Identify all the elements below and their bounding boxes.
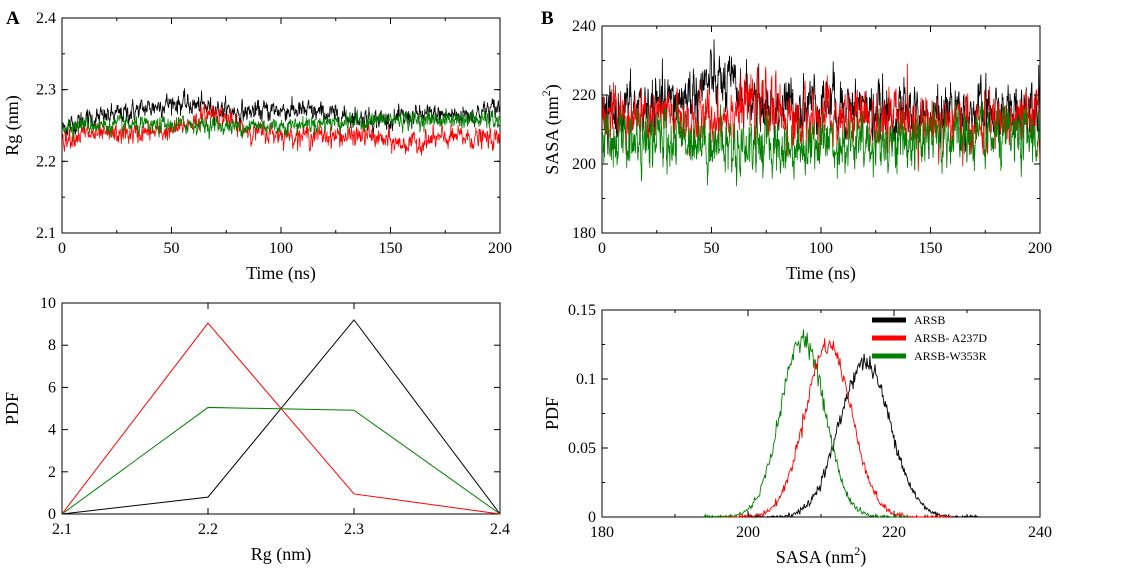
x-tick-label: 150: [379, 240, 403, 257]
x-axis-label: Rg (nm): [251, 544, 312, 565]
series-line-arsb-w353r: [62, 108, 500, 141]
y-axis-label-main: SASA (nm: [542, 96, 563, 175]
series-line-arsb: [62, 88, 500, 137]
x-tick-label: 100: [809, 240, 833, 257]
sasa-time-plot: 0 50 100 150 200 180 200 220 240 Time (ns) SASA (n…: [539, 18, 1052, 284]
x-tick-label: 200: [488, 240, 512, 257]
panel-label-a: A: [6, 8, 20, 29]
x-axis-label: SASA (nm2): [776, 544, 867, 568]
x-axis-label-end: ): [860, 547, 866, 568]
x-tick-label: 150: [919, 240, 943, 257]
x-axis-label-main: SASA (nm: [776, 547, 855, 568]
y-tick-label: 180: [572, 225, 596, 242]
pdf-line-arsb-w353r: [61, 406, 501, 515]
pdf-line-arsb-a237d: [61, 322, 501, 515]
y-tick-label: 2.3: [36, 82, 56, 99]
series-line-arsb-w353r: [602, 100, 1040, 187]
y-axis-label: SASA (nm2): [539, 84, 563, 175]
x-tick-label: 0: [598, 240, 606, 257]
x-axis-label-sup: 2: [854, 544, 860, 558]
y-axis-label: PDF: [542, 397, 562, 430]
x-tick-label: 2.2: [198, 521, 218, 538]
x-tick-label: 100: [269, 240, 293, 257]
y-axis-label-end: ): [542, 84, 563, 90]
rg-time-plot: 0 50 100 150 200 2.1 2.2 2.3 2.4 Time (ns) Rg (nm): [2, 10, 512, 284]
y-tick-label: 2.4: [36, 10, 56, 27]
y-tick-label: 0.1: [576, 371, 596, 388]
pdf-line-arsb: [61, 319, 501, 515]
y-tick-label: 4: [48, 422, 56, 439]
y-tick-label: 2.2: [36, 153, 56, 170]
y-axis-label: Rg (nm): [2, 95, 23, 156]
sasa-pdf-plot: 180 200 220 240 0 0.05 0.1 0.15 SASA (nm2) PDF ARS…: [542, 302, 1052, 568]
x-tick-label: 2.3: [344, 521, 364, 538]
y-tick-label: 240: [572, 18, 596, 35]
y-tick-label: 6: [48, 379, 56, 396]
plot-frame: [61, 302, 501, 515]
y-tick-label: 0.15: [568, 302, 596, 319]
y-axis-label-sup: 2: [539, 90, 553, 96]
y-tick-label: 2.1: [36, 225, 56, 242]
x-tick-label: 50: [164, 240, 180, 257]
x-tick-label: 2.1: [52, 521, 72, 538]
legend-label: ARSB- A237D: [914, 331, 987, 345]
x-tick-label: 2.4: [490, 521, 510, 538]
y-tick-label: 0.05: [568, 440, 596, 457]
series-line-arsb-a237d: [602, 63, 1040, 172]
rg-pdf-plot: 2.1 2.2 2.3 2.4 0 2 4 6 8 10 Rg (nm) PDF: [2, 295, 510, 565]
x-tick-label: 200: [736, 524, 760, 541]
legend-label: ARSB-W353R: [914, 349, 987, 363]
panel-label-b: B: [541, 8, 554, 29]
pdf-curve-arsb: [747, 353, 982, 518]
x-tick-label: 50: [704, 240, 720, 257]
x-tick-label: 180: [590, 524, 614, 541]
pdf-curve-arsb-w353r: [703, 329, 909, 519]
series-line-arsb-a237d: [62, 102, 500, 156]
y-tick-label: 0: [48, 506, 56, 523]
y-axis-label: PDF: [2, 392, 22, 425]
x-tick-label: 240: [1028, 524, 1052, 541]
x-tick-label: 220: [882, 524, 906, 541]
y-tick-label: 8: [48, 337, 56, 354]
legend-label: ARSB: [914, 313, 945, 327]
legend: ARSB ARSB- A237D ARSB-W353R: [872, 313, 987, 363]
x-axis-label: Time (ns): [786, 263, 856, 284]
y-tick-label: 2: [48, 464, 56, 481]
y-tick-label: 0: [588, 509, 596, 526]
x-axis-label: Time (ns): [246, 263, 316, 284]
x-tick-label: 200: [1028, 240, 1052, 257]
pdf-curve-arsb-a237d: [718, 338, 953, 519]
y-tick-label: 220: [572, 87, 596, 104]
y-tick-label: 200: [572, 156, 596, 173]
y-tick-label: 10: [40, 295, 56, 312]
x-tick-label: 0: [58, 240, 66, 257]
